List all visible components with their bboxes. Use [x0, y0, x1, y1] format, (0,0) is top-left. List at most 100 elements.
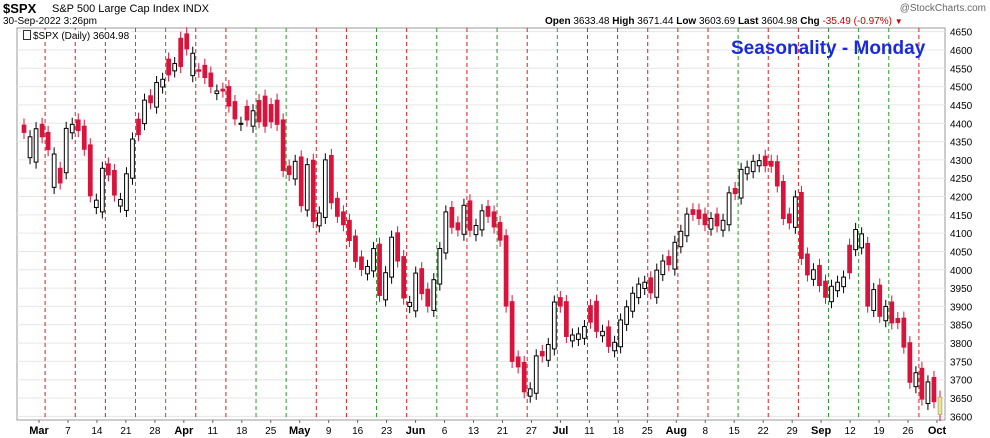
candle-body [461, 204, 467, 235]
candle-body [124, 173, 129, 211]
legend-text: $SPX (Daily) 3604.98 [33, 31, 130, 42]
candle-body [654, 269, 660, 298]
candle-body [39, 123, 45, 138]
candle-body [702, 213, 708, 226]
x-tick-label: 8 [702, 426, 708, 437]
candle-body [660, 260, 666, 276]
x-tick-label: 19 [874, 426, 886, 437]
x-tick-label: 26 [902, 426, 914, 437]
x-tick-label: 6 [442, 426, 448, 437]
candle-body [413, 272, 419, 312]
symbol: $SPX [3, 1, 37, 16]
candle-body [774, 161, 780, 187]
candle-body [696, 209, 702, 220]
candle-body [744, 166, 750, 175]
candle-body [347, 219, 352, 241]
candle-body [708, 218, 714, 230]
candle-body [750, 160, 756, 173]
index-name: S&P 500 Large Cap Index [52, 3, 180, 15]
candle-body [359, 256, 364, 270]
candle-body [799, 191, 804, 259]
candle-body [280, 119, 286, 172]
candle-body [389, 236, 394, 278]
candle-body [99, 167, 105, 213]
y-tick-label: 4550 [950, 64, 973, 75]
y-tick-label: 4650 [950, 28, 973, 39]
symbol-description: S&P 500 Large Cap Index INDX [52, 3, 209, 15]
candle-body [112, 170, 117, 196]
candle-body [576, 333, 581, 340]
candle-body [913, 372, 919, 388]
candle-body [473, 224, 479, 236]
candle-body [196, 69, 202, 72]
y-tick-label: 3600 [950, 412, 973, 423]
chg-value: -35.49 (-0.97%) [822, 16, 892, 27]
y-tick-label: 3850 [950, 321, 973, 332]
candle-body [714, 213, 720, 227]
candle-body [160, 78, 165, 88]
candle-body [497, 222, 503, 241]
candle-body [341, 211, 346, 226]
y-tick-label: 4100 [950, 229, 973, 240]
y-tick-label: 3750 [950, 357, 973, 368]
candle-body [328, 154, 334, 204]
candle-body [618, 319, 623, 348]
legend-swatch-icon [23, 30, 31, 40]
candle-body [166, 58, 172, 76]
candle-body [335, 197, 340, 217]
candle-body [75, 119, 81, 132]
candle-body [256, 100, 262, 123]
candle-body [395, 232, 401, 262]
x-tick-label: 25 [642, 426, 654, 437]
timestamp: 30-Sep-2022 3:26pm [3, 16, 97, 27]
candle-body [726, 192, 732, 226]
candle-body [184, 33, 190, 50]
x-tick-label: Jul [552, 425, 568, 437]
y-tick-label: 4600 [950, 46, 973, 57]
candle-body [208, 72, 214, 88]
candle-body [491, 211, 497, 228]
candle-body [521, 361, 527, 393]
candle-body [666, 256, 672, 266]
last-value: 3604.98 [761, 16, 798, 27]
candle-body [304, 164, 310, 211]
candle-body [407, 301, 413, 307]
quote-bar: Open 3633.48 High 3671.44 Low 3603.69 La… [545, 16, 903, 27]
candle-body [630, 292, 636, 312]
x-tick-label: 18 [236, 426, 248, 437]
candle-body [310, 159, 316, 222]
candle-body [817, 264, 822, 287]
y-tick-label: 3700 [950, 376, 973, 387]
candle-body [455, 222, 461, 231]
candle-body [226, 86, 232, 107]
x-tick-label: 13 [468, 426, 480, 437]
x-tick-label: 14 [91, 426, 103, 437]
y-tick-label: 4000 [950, 266, 973, 277]
candle-body [214, 90, 220, 95]
candle-body [449, 207, 455, 228]
y-tick-label: 4450 [950, 101, 973, 112]
candle-body [901, 317, 907, 348]
candle-body [371, 248, 376, 272]
candle-body [551, 301, 557, 350]
y-tick-label: 4250 [950, 174, 973, 185]
y-tick-label: 4350 [950, 138, 973, 149]
candle-body [877, 284, 883, 317]
candle-body [45, 131, 51, 151]
candle-body [811, 269, 816, 280]
x-tick-label: 28 [149, 426, 161, 437]
x-tick-label: 16 [352, 426, 364, 437]
down-arrow-icon: ▼ [894, 17, 903, 26]
candle-body [63, 127, 69, 174]
x-tick-label: Sep [811, 425, 831, 437]
candle-body [823, 280, 828, 298]
candle-body [81, 125, 87, 150]
candle-body [545, 344, 551, 361]
candle-body [768, 160, 774, 167]
candle-body [142, 99, 147, 125]
high-value: 3671.44 [637, 16, 674, 27]
x-tick-label: 27 [526, 426, 538, 437]
chart-legend: $SPX (Daily) 3604.98 [21, 30, 132, 42]
candle-body [515, 356, 521, 368]
